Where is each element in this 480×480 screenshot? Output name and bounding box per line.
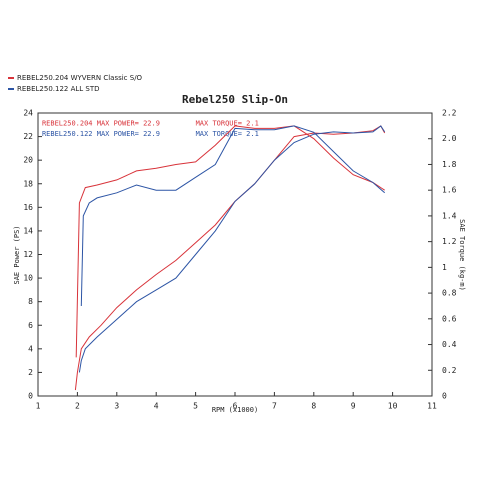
y-tick-label: 4	[28, 344, 33, 353]
x-tick-label: 5	[193, 402, 198, 411]
y2-axis-label: SAE Torque (kg-m)	[458, 219, 466, 291]
y2-tick-label: 0.6	[442, 314, 457, 323]
x-tick-label: 11	[427, 402, 437, 411]
y-tick-label: 20	[23, 156, 33, 165]
series-line	[78, 125, 386, 373]
y2-tick-label: 1.6	[442, 186, 457, 195]
y2-tick-label: 1.4	[442, 211, 457, 220]
y-tick-label: 16	[23, 203, 33, 212]
x-tick-label: 6	[233, 402, 238, 411]
y-tick-label: 18	[23, 179, 33, 188]
x-tick-label: 9	[351, 402, 356, 411]
y-axis-label: SAE Power (PS)	[13, 225, 21, 284]
y2-tick-label: 1.2	[442, 237, 457, 246]
y-tick-label: 14	[23, 226, 33, 235]
annotation: REBEL250.204 MAX POWER= 22.9	[42, 120, 160, 128]
x-tick-label: 10	[388, 402, 398, 411]
y2-tick-label: 1	[442, 263, 447, 272]
x-tick-label: 7	[272, 402, 277, 411]
y2-tick-label: 0.2	[442, 366, 457, 375]
annotation: REBEL250.122 MAX POWER= 22.9	[42, 130, 160, 138]
x-tick-label: 2	[75, 402, 80, 411]
y-tick-label: 8	[28, 297, 33, 306]
annotation: MAX TORQUE= 2.1	[196, 120, 259, 128]
x-tick-label: 4	[154, 402, 159, 411]
x-tick-label: 3	[114, 402, 119, 411]
legend-label: REBEL250.204 WYVERN Classic S/O	[17, 74, 143, 82]
y2-tick-label: 0.4	[442, 340, 457, 349]
y-tick-label: 6	[28, 321, 33, 330]
y-tick-label: 10	[23, 274, 33, 283]
y2-tick-label: 2.2	[442, 109, 457, 118]
y-tick-label: 22	[23, 132, 33, 141]
y-tick-label: 24	[23, 109, 33, 118]
y2-tick-label: 0.8	[442, 289, 457, 298]
y2-tick-label: 2.0	[442, 134, 457, 143]
x-axis-label: RPM (x1000)	[212, 406, 258, 414]
y-tick-label: 2	[28, 368, 33, 377]
y2-tick-label: 0	[442, 392, 447, 401]
y-tick-label: 12	[23, 250, 33, 259]
x-tick-label: 8	[311, 402, 316, 411]
chart-title: Rebel250 Slip-On	[182, 93, 288, 106]
plot-frame	[37, 112, 433, 397]
series-line	[80, 125, 386, 307]
y-tick-label: 0	[28, 392, 33, 401]
series-line	[75, 125, 385, 358]
legend-label: REBEL250.122 ALL STD	[17, 85, 100, 93]
x-tick-label: 1	[36, 402, 41, 411]
series-line	[74, 125, 386, 391]
y2-tick-label: 1.8	[442, 160, 457, 169]
